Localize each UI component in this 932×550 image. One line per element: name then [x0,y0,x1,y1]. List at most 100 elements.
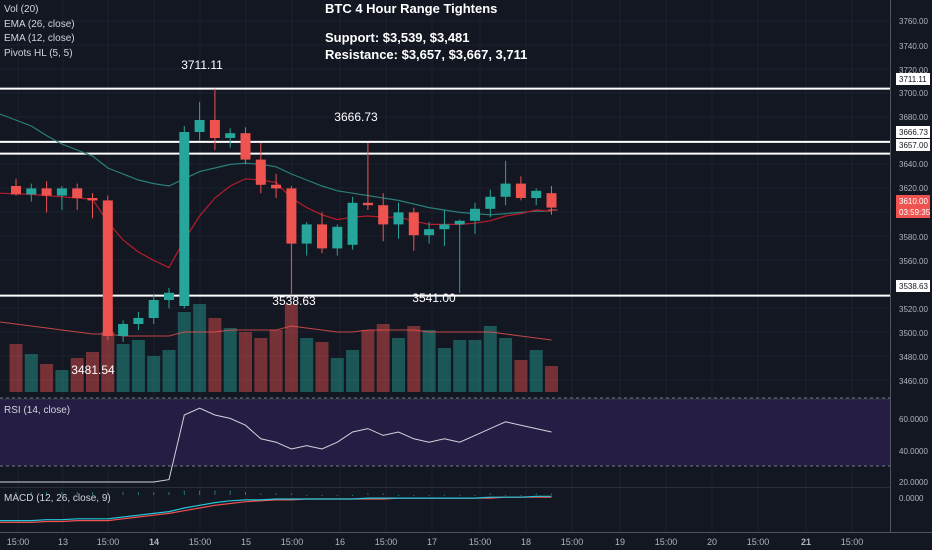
volume-bar [422,330,436,392]
last-price-text: 3610.00 [899,197,928,206]
time-label: 15:00 [747,537,770,547]
rsi-band [0,398,890,466]
volume-bar [330,358,344,392]
pivot-label-3667: 3666.73 [334,110,378,124]
legend-pivots[interactable]: Pivots HL (5, 5) [4,47,73,59]
price-tick: 3640.00 [899,160,928,169]
time-label: 19 [615,537,625,547]
candle-body [332,226,343,249]
candles [11,88,558,342]
price-tag-3667-text: 3666.73 [899,128,928,137]
pivot-label-3539: 3538.63 [272,294,316,308]
time-label: 15:00 [561,537,584,547]
macd-histogram-bar [260,493,262,495]
chart-title: BTC 4 Hour Range Tightens [325,1,498,16]
pivot-label-3482: 3481.54 [71,363,115,377]
price-tick: 3620.00 [899,184,928,193]
candle-body [301,224,312,244]
time-label: 16 [335,537,345,547]
volume-bar [254,338,268,392]
volume-bar [468,340,482,392]
macd-histogram-bar [413,495,415,496]
candle-body [11,186,21,195]
legend-vol[interactable]: Vol (20) [4,4,39,15]
volume-bars [0,304,558,392]
time-label: 20 [707,537,717,547]
support-text: Support: $3,539, $3,481 [325,30,470,45]
time-label: 13 [58,537,68,547]
candle-body [225,133,236,138]
volume-bar [239,332,252,392]
candle-body [72,188,83,198]
candle-body [500,183,511,197]
macd-histogram-bar [321,495,323,496]
candle-body [347,202,358,245]
price-tag-3539 [896,280,930,292]
resistance-text: Resistance: $3,657, $3,667, 3,711 [325,47,528,62]
price-tag-3711 [896,73,930,85]
candle-body [439,224,450,230]
volume-bar [162,350,176,392]
price-tick: 3460.00 [899,377,928,386]
time-label: 17 [427,537,437,547]
candle-body [102,200,113,336]
candle-body [133,318,144,324]
volume-bar [499,338,513,392]
pivot-label-3711: 3711.11 [181,58,223,72]
price-tick: 3500.00 [899,329,928,338]
macd-histogram-bar [245,492,246,495]
price-tick: 3580.00 [899,233,928,242]
candle-body [424,229,435,236]
macd-histogram-bar [398,495,399,496]
volume-bar [453,340,467,392]
horizontal-levels [0,87,890,297]
macd-histogram-bar [30,492,32,495]
price-tick: 3560.00 [899,257,928,266]
price-tick: 3720.00 [899,66,928,75]
volume-bar [437,348,451,392]
macd-histogram-bar [153,492,155,495]
candle-body [408,212,419,236]
volume-bar [193,304,207,392]
price-tick: 3480.00 [899,353,928,362]
volume-bar [284,304,298,392]
price-tag-3539-text: 3538.63 [899,282,928,291]
rsi-pane-label[interactable]: RSI (14, close) [4,405,71,416]
volume-bar [55,370,69,392]
time-label: 21 [801,537,811,547]
volume-bar [376,324,390,392]
volume-bar [514,360,528,392]
candle-body [209,120,220,138]
macd-histogram-bar [459,495,461,496]
countdown-text: 03:59:35 [899,208,931,217]
candle-body [41,188,52,196]
macd-histogram-bar [336,495,338,496]
time-label: 15:00 [281,537,304,547]
price-tick: 3760.00 [899,17,928,26]
legend-ema26[interactable]: EMA (26, close) [4,18,75,30]
macd-histogram-bar [306,495,308,496]
macd-histogram-bar [551,493,552,495]
price-axis[interactable]: 3760.00 3740.00 3720.00 3700.00 3680.00 … [896,17,931,503]
candle-body [362,202,373,206]
legend-ema12[interactable]: EMA (12, close) [4,33,75,44]
volume-bar [147,356,161,392]
candle-body [454,220,465,225]
candle-body [179,132,190,306]
volume-bar [346,350,360,392]
indicator-legend: Vol (20) EMA (26, close) EMA (12, close)… [4,3,75,61]
volume-bar [407,326,421,392]
macd-histogram-bar [367,493,369,495]
price-tick: 3700.00 [899,89,928,98]
candle-body [164,292,174,300]
time-axis[interactable]: 15:00 13 15:00 14 15:00 15 15:00 16 15:0… [7,537,864,547]
macd-pane-label[interactable]: MACD (12, 26, close, 9) [4,493,111,504]
volume-bar [208,318,222,392]
macd-histogram-bar [214,490,216,495]
candle-body [118,324,129,336]
rsi-tick: 60.0000 [899,415,928,424]
macd-tick: 0.0000 [899,494,924,503]
candle-body [515,183,526,198]
macd-histogram-bar [199,490,201,495]
